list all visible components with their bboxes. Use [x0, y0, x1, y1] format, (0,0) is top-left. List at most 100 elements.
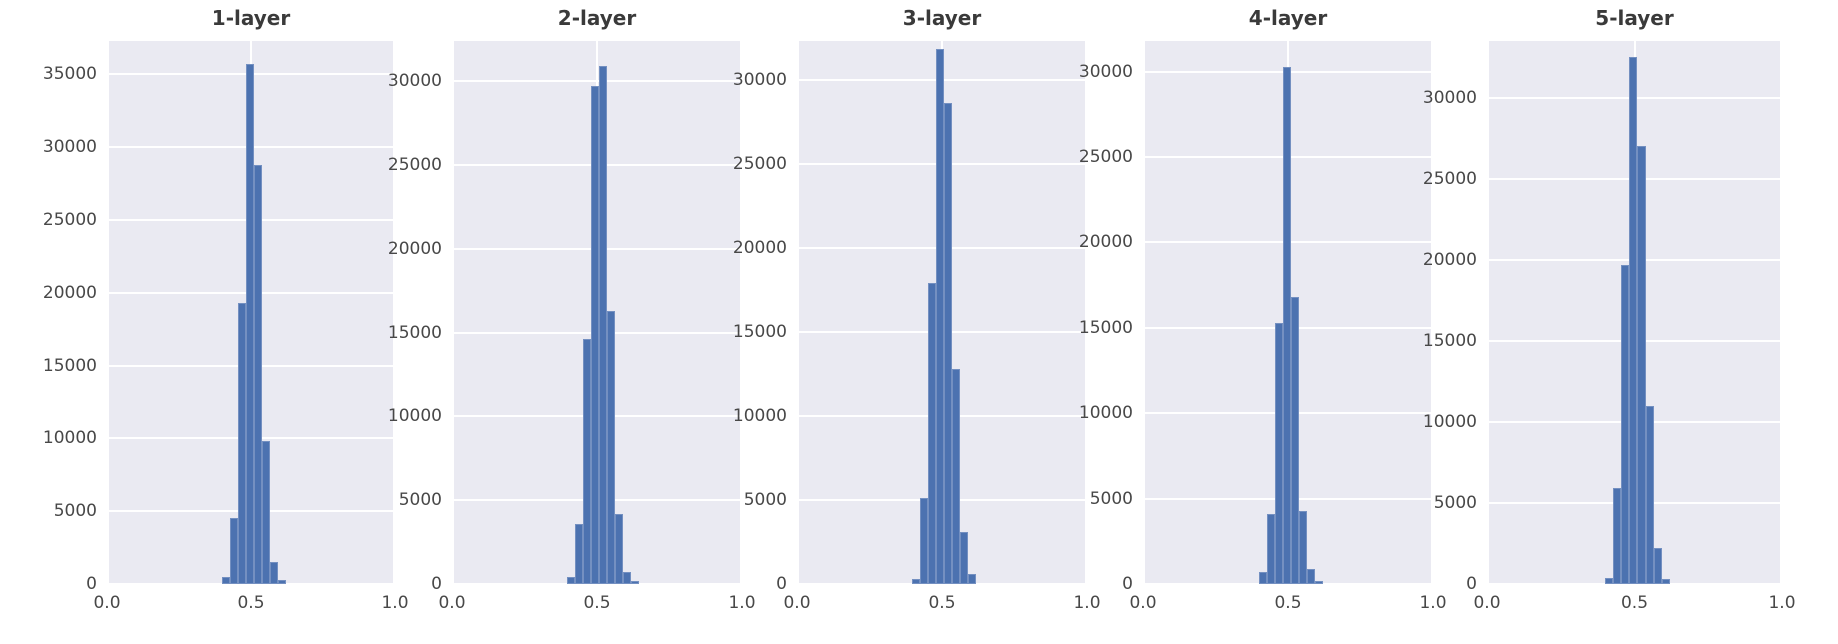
histogram-bar	[944, 103, 953, 584]
histogram-bar	[1298, 510, 1307, 584]
y-tick-label: 5000	[398, 490, 442, 511]
x-gridline	[452, 41, 454, 584]
y-tick-label: 20000	[42, 282, 97, 303]
histogram-bar	[277, 580, 286, 584]
histogram-bar	[1259, 572, 1267, 584]
histogram-bar	[615, 513, 624, 584]
y-gridline	[107, 583, 395, 585]
histogram-bar	[1314, 580, 1323, 584]
histogram-bar	[1645, 405, 1654, 584]
histogram-bar	[1629, 57, 1638, 584]
y-tick-label: 25000	[1078, 147, 1133, 168]
histogram-bar	[960, 531, 969, 584]
y-gridline	[452, 583, 742, 585]
y-tick-label: 10000	[1422, 411, 1477, 432]
x-gridline	[1780, 41, 1782, 584]
y-tick-label: 5000	[1433, 492, 1477, 513]
plot-area	[1143, 41, 1433, 585]
y-tick-label: 25000	[387, 155, 442, 176]
histogram-bar	[1605, 577, 1614, 584]
y-tick-label: 20000	[1422, 249, 1477, 270]
histogram-bar	[1661, 579, 1670, 584]
histogram-bar	[912, 578, 921, 584]
y-tick-label: 5000	[1089, 488, 1133, 509]
x-gridline	[393, 41, 395, 584]
histogram-bar	[1290, 297, 1299, 584]
histogram-bar	[1637, 146, 1646, 584]
histogram-bar	[222, 576, 231, 584]
x-gridline	[1085, 41, 1087, 584]
y-gridline	[797, 583, 1087, 585]
histogram-bar	[623, 572, 632, 584]
x-tick-label: 0.5	[237, 593, 265, 613]
y-tick-label: 25000	[732, 153, 787, 174]
histogram-bar	[928, 283, 937, 584]
y-tick-label: 30000	[732, 69, 787, 90]
x-tick-label: 0.5	[583, 593, 611, 613]
y-tick-label: 35000	[42, 64, 97, 85]
histogram-bar	[269, 562, 278, 584]
x-tick-label: 1.0	[728, 593, 756, 613]
y-tick-label: 20000	[387, 238, 442, 259]
y-tick-label: 10000	[732, 405, 787, 426]
y-tick-label: 30000	[1078, 61, 1133, 82]
x-gridline	[740, 41, 742, 584]
histogram-bar	[1282, 66, 1291, 584]
histogram-bar	[1306, 568, 1315, 584]
histogram-bar	[1621, 264, 1630, 584]
histogram-bar	[238, 303, 246, 584]
plot-area	[1487, 41, 1782, 585]
x-tick-label: 0.5	[928, 593, 956, 613]
plot-area	[452, 41, 742, 585]
y-gridline	[1143, 583, 1433, 585]
histogram-bar	[230, 518, 239, 584]
y-tick-label: 10000	[387, 406, 442, 427]
histogram-bar	[575, 523, 584, 584]
histogram-bar	[607, 310, 616, 584]
y-tick-label: 20000	[732, 237, 787, 258]
histogram-bar	[1274, 322, 1283, 584]
y-tick-label: 25000	[1422, 168, 1477, 189]
x-gridline	[1143, 41, 1145, 584]
subplot-title: 1-layer	[211, 6, 291, 30]
histogram-bar	[599, 66, 608, 584]
y-tick-label: 10000	[42, 428, 97, 449]
histogram-bar	[1266, 513, 1275, 584]
x-gridline	[1487, 41, 1489, 584]
histogram-bar	[567, 577, 576, 584]
y-tick-label: 0	[1122, 574, 1133, 594]
histogram-bar	[583, 339, 592, 584]
x-tick-label: 0.5	[1274, 593, 1302, 613]
histogram-bar	[1613, 488, 1622, 584]
y-tick-label: 0	[776, 574, 787, 594]
y-tick-label: 0	[431, 574, 442, 594]
histogram-bar	[253, 164, 262, 584]
y-gridline	[1487, 583, 1782, 585]
histogram-bar	[631, 580, 640, 584]
plot-area	[107, 41, 395, 585]
plot-area	[797, 41, 1087, 585]
subplot-title: 3-layer	[902, 6, 982, 30]
y-tick-label: 10000	[1078, 403, 1133, 424]
y-tick-label: 30000	[1422, 87, 1477, 108]
subplot-title: 4-layer	[1248, 6, 1328, 30]
y-tick-label: 30000	[387, 71, 442, 92]
y-tick-label: 15000	[42, 355, 97, 376]
histogram-bar	[261, 441, 270, 584]
y-tick-label: 5000	[743, 489, 787, 510]
x-tick-label: 0.0	[1129, 593, 1157, 613]
y-tick-label: 15000	[732, 321, 787, 342]
y-tick-label: 20000	[1078, 232, 1133, 253]
x-gridline	[107, 41, 109, 584]
y-tick-label: 15000	[1078, 317, 1133, 338]
x-tick-label: 0.0	[438, 593, 466, 613]
y-tick-label: 25000	[42, 210, 97, 231]
histogram-bar	[591, 86, 600, 584]
histogram-bar	[952, 368, 961, 584]
y-tick-label: 0	[1466, 574, 1477, 594]
y-tick-label: 15000	[387, 322, 442, 343]
y-tick-label: 15000	[1422, 330, 1477, 351]
x-tick-label: 1.0	[1073, 593, 1101, 613]
x-tick-label: 1.0	[1768, 593, 1796, 613]
